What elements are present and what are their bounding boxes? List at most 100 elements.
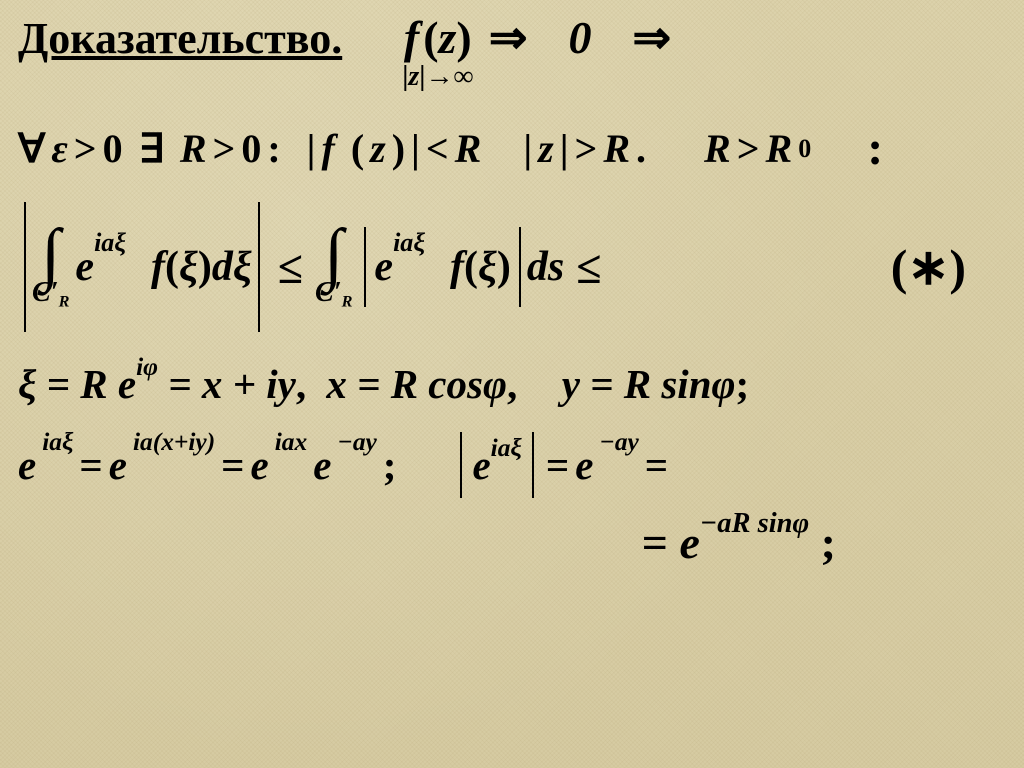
- eq4: =: [645, 441, 668, 489]
- f3: f: [151, 244, 165, 290]
- zero2: 0: [241, 125, 261, 172]
- e3: e: [18, 441, 36, 489]
- int-box-2: ∫ C′R: [315, 225, 352, 309]
- eq2: =: [221, 441, 244, 489]
- m-ay1: −ay: [337, 428, 376, 457]
- rp3: ): [198, 244, 212, 290]
- dxi1: ξ: [233, 244, 252, 290]
- eq3: =: [546, 441, 569, 489]
- xi1: ξ: [179, 244, 198, 290]
- abs-int-2: eiaξ f(ξ): [358, 227, 526, 307]
- lt: <: [426, 125, 449, 172]
- int-group-1: ∫ C′R eiaξ f(ξ)dξ: [32, 225, 252, 309]
- eq5: =: [642, 517, 668, 568]
- proof-title: Доказательство.: [18, 13, 342, 64]
- semi2: ;: [383, 441, 397, 489]
- abs4: |: [560, 125, 569, 172]
- gt4: >: [737, 125, 760, 172]
- f2: f: [321, 125, 334, 172]
- integrand-2: eiaξ f(ξ): [372, 227, 512, 307]
- lpar2: (: [351, 125, 364, 172]
- eq-label-star: (∗): [891, 238, 1006, 296]
- bar-r3: [532, 432, 534, 498]
- Cprime1: C′: [32, 277, 59, 308]
- R5: R: [766, 125, 793, 172]
- e1: e: [75, 244, 94, 290]
- Rsub1: R: [59, 292, 70, 310]
- row-integral: ∫ C′R eiaξ f(ξ)dξ ≤ ∫: [18, 202, 1006, 332]
- eq1: =: [79, 441, 102, 489]
- int-box-1: ∫ C′R: [32, 225, 69, 309]
- exists: ∃: [139, 125, 164, 172]
- z2: z: [370, 125, 386, 172]
- colon1: :: [267, 125, 280, 172]
- slide-root: Доказательство. f(z) |z|→∞ ⇒ 0 ⇒ ∀ε >0 ∃…: [0, 0, 1024, 768]
- e6: e: [313, 441, 331, 489]
- s: s: [548, 244, 564, 290]
- le1: ≤: [278, 241, 303, 294]
- rpar2: ): [392, 125, 405, 172]
- top-limit-expr: f(z) |z|→∞ ⇒ 0 ⇒: [402, 10, 675, 91]
- R1: R: [180, 125, 207, 172]
- int-group-2: ∫ C′R eiaξ f(ξ) ds: [315, 225, 564, 309]
- ds: ds: [527, 243, 564, 291]
- row-title: Доказательство. f(z) |z|→∞ ⇒ 0 ⇒: [18, 10, 1006, 91]
- e4: e: [109, 441, 127, 489]
- int-content-1: ∫ C′R eiaξ f(ξ)dξ: [32, 202, 252, 332]
- row-quantifiers: ∀ε >0 ∃ R >0 : |f(z)| < R |z| > R. R > R…: [18, 121, 1006, 176]
- limit-under: |z|→∞: [402, 63, 473, 91]
- Rsub2: R: [342, 292, 353, 310]
- limit-top: f(z): [404, 15, 472, 61]
- e2: e: [374, 244, 393, 290]
- R0sub: 0: [798, 134, 811, 164]
- iaxi3: iaξ: [42, 428, 73, 457]
- R4: R: [704, 125, 731, 172]
- abs-int-1: ∫ C′R eiaξ f(ξ)dξ: [18, 202, 266, 332]
- exp-aRsin: −aR sinφ: [700, 508, 809, 539]
- iax: iax: [275, 428, 307, 457]
- iaxi2: iaξ: [393, 228, 425, 257]
- abs2: |: [411, 125, 420, 172]
- abs3: |: [523, 125, 532, 172]
- sym-f: f: [404, 12, 419, 63]
- row-eiaxi: eiaξ = eia(x+iy) = eiax e−ay ; eiaξ = e−…: [18, 432, 1006, 498]
- e9: e: [680, 517, 700, 568]
- Cprime2: C′: [315, 277, 342, 308]
- int-sub-1: C′R: [32, 281, 69, 309]
- comma1: ,: [296, 361, 317, 407]
- yRsin: y = R sinφ: [562, 361, 736, 407]
- double-arrow-1: ⇒: [489, 12, 528, 63]
- d2: d: [527, 244, 548, 290]
- le2: ≤: [576, 241, 601, 294]
- iaxi-par: ia(x+iy): [133, 428, 215, 457]
- rp4: ): [497, 244, 511, 290]
- bar-l2: [364, 227, 366, 307]
- R3: R: [603, 125, 630, 172]
- e5: e: [251, 441, 269, 489]
- forall: ∀: [18, 125, 45, 172]
- row-final: = e−aR sinφ ;: [18, 516, 1006, 569]
- eps: ε: [51, 125, 67, 172]
- zero: 0: [568, 12, 591, 63]
- limit-group: f(z) |z|→∞: [402, 15, 473, 91]
- lpar: (: [423, 15, 438, 61]
- gt1: >: [74, 125, 97, 172]
- iaxi5: iaξ: [491, 434, 522, 462]
- abs-eiaxi-content: eiaξ: [468, 432, 525, 498]
- rpar: ): [456, 15, 471, 61]
- xi-Re: ξ = R e: [18, 361, 136, 407]
- row-xi: ξ = R eiφ = x + iy, x = R cosφ, y = R si…: [18, 360, 1006, 408]
- lp3: (: [165, 244, 179, 290]
- sym-z: z: [439, 12, 457, 63]
- dot: .: [636, 125, 646, 172]
- double-arrow-2: ⇒: [632, 12, 671, 63]
- tail-colon: :: [867, 121, 883, 176]
- e8: e: [575, 441, 593, 489]
- xRcos: x = R cosφ: [326, 361, 507, 407]
- semi3: ;: [821, 517, 836, 568]
- comma2: ,: [507, 361, 528, 407]
- bar-l1: [24, 202, 26, 332]
- gt3: >: [575, 125, 598, 172]
- arrow-to: →: [425, 61, 453, 92]
- int-sub-2: C′R: [315, 281, 352, 309]
